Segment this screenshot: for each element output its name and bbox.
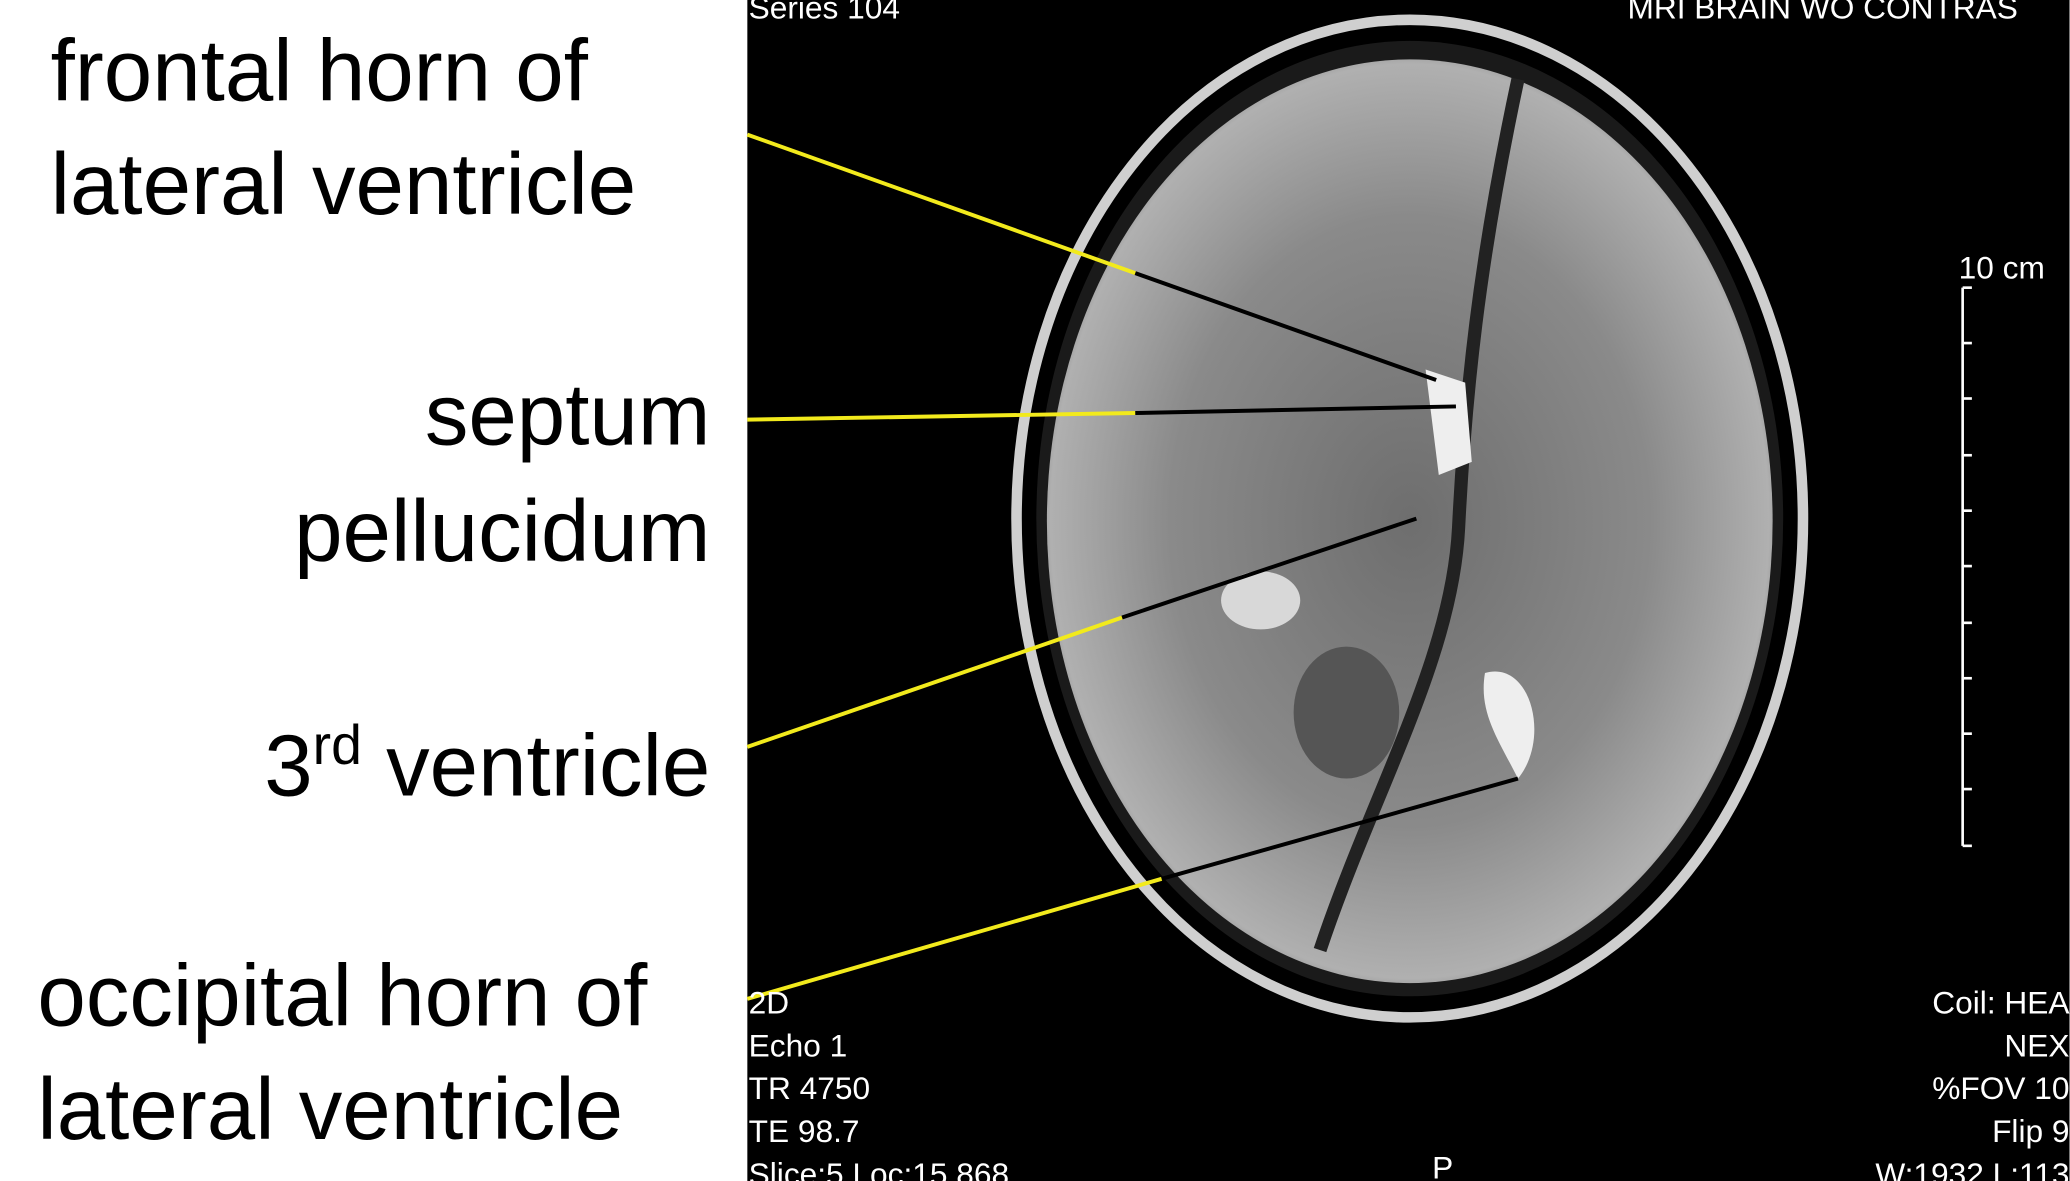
overlay-text: TR 4750 xyxy=(749,1070,870,1106)
label: pellucidum xyxy=(294,483,710,580)
label: lateral ventricle xyxy=(51,136,637,233)
overlay-text: Series 104 xyxy=(749,0,900,25)
overlay-text: P xyxy=(1432,1149,1453,1181)
label-superscript: rd xyxy=(313,714,362,776)
overlay-text: %FOV 10 xyxy=(1932,1070,2069,1106)
overlay-text: 2D xyxy=(749,984,789,1020)
scale-bar xyxy=(1961,286,1972,848)
label: septum xyxy=(425,367,711,464)
label: lateral ventricle xyxy=(37,1061,623,1158)
overlay-bottom-left: 2D Echo 1 TR 4750 TE 98.7 Slice:5 Loc:15.868 xyxy=(749,984,1009,1181)
overlay-text: Echo 1 xyxy=(749,1027,848,1063)
overlay-text: Coil: HEA xyxy=(1932,984,2070,1020)
brain-scan xyxy=(1011,14,1809,1023)
overlay-text: W:1932 L:113 xyxy=(1875,1156,2069,1181)
overlay-text: NEX xyxy=(2004,1027,2069,1063)
label: 3 xyxy=(264,718,312,815)
label: ventricle xyxy=(362,718,710,815)
overlay-text: TE 98.7 xyxy=(749,1113,860,1149)
overlay-text: Flip 9 xyxy=(1992,1113,2069,1149)
overlay-text: MRI BRAIN WO CONTRAS xyxy=(1627,0,2017,25)
label: occipital horn of xyxy=(37,947,648,1044)
label-panel xyxy=(0,0,748,1181)
label: 3rd ventricle xyxy=(264,714,710,815)
label: frontal horn of xyxy=(51,22,589,119)
pointer-lines xyxy=(746,132,1519,1001)
overlay-text: 10 cm xyxy=(1959,249,2045,285)
overlay-text: Slice:5 Loc:15.868 xyxy=(749,1156,1009,1181)
